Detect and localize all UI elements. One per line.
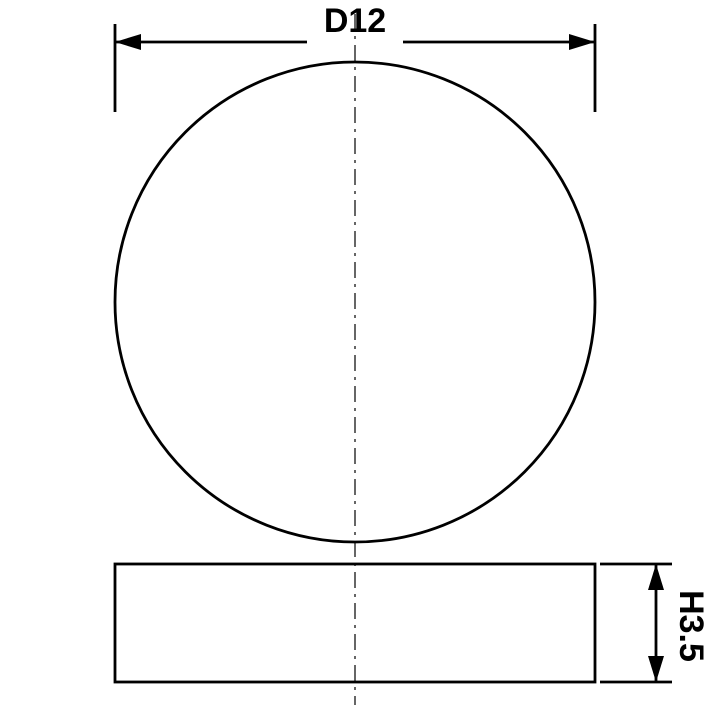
dimension-height-label: H3.5 (672, 590, 710, 662)
dimension-height: H3.5 (600, 564, 710, 682)
dimension-diameter-label: D12 (324, 2, 386, 40)
